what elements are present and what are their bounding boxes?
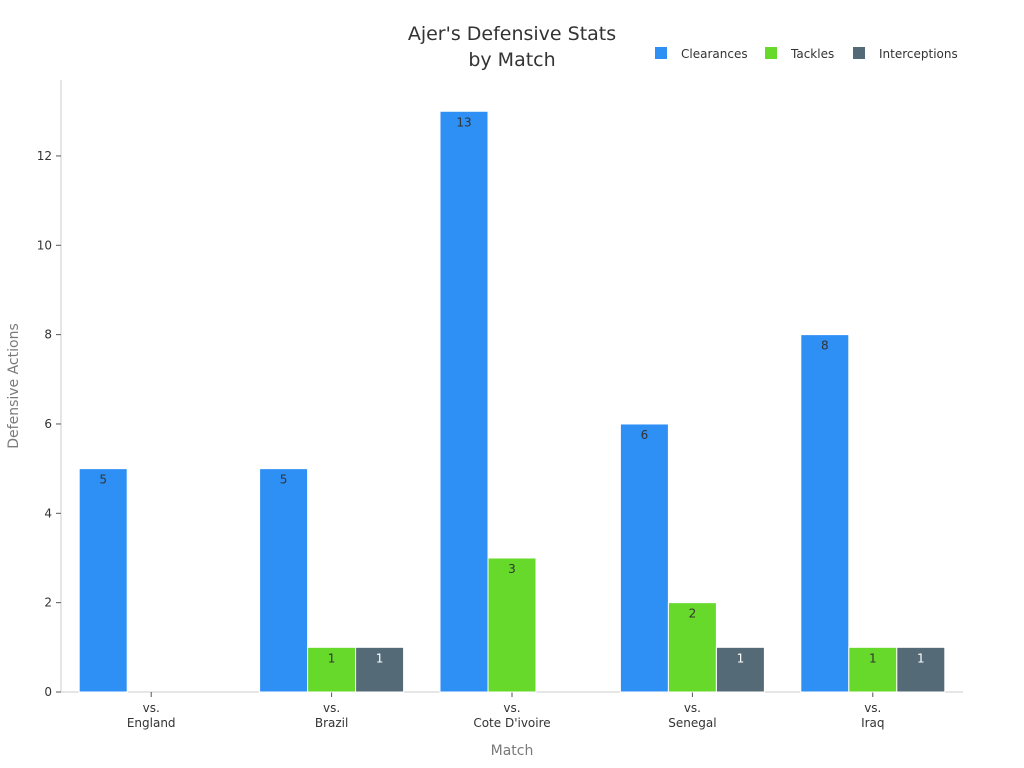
bar-value-label: 6 [641, 428, 649, 442]
bar-tackles [848, 646, 898, 693]
chart-title: Ajer's Defensive Stats by Match [408, 23, 616, 71]
x-tick-label: Brazil [315, 716, 349, 730]
x-axis-title: Match [491, 743, 534, 759]
y-tick-label: 0 [44, 685, 52, 699]
bar-tackles [307, 646, 357, 693]
bar-tackles [667, 602, 717, 693]
y-tick-label: 2 [44, 596, 52, 610]
x-tick-label: vs. [684, 701, 701, 715]
x-tick-label: Cote D'ivoire [473, 716, 550, 730]
x-tick-label: Senegal [668, 716, 716, 730]
bar-clearances [800, 334, 850, 693]
legend-swatch [655, 47, 667, 59]
x-tick-label: Iraq [861, 716, 884, 730]
bar-interceptions [715, 646, 765, 693]
bars [78, 110, 946, 693]
y-tick-label: 4 [44, 506, 52, 520]
bar-value-label: 2 [689, 607, 697, 621]
x-tick-label: England [127, 716, 176, 730]
bar-value-label: 1 [917, 651, 925, 665]
bar-value-label: 5 [99, 473, 107, 487]
bar-clearances [259, 468, 309, 693]
x-tick-label: vs. [143, 701, 160, 715]
legend: Clearances Tackles Interceptions [655, 47, 958, 61]
bar-value-label: 5 [280, 473, 288, 487]
y-tick-label: 10 [37, 238, 52, 252]
bar-tackles [487, 557, 537, 693]
bar-value-label: 1 [376, 651, 384, 665]
y-tick-label: 8 [44, 328, 52, 342]
legend-label: Clearances [681, 47, 748, 61]
bar-clearances [619, 423, 669, 693]
chart-title-line-1: Ajer's Defensive Stats [408, 23, 616, 45]
bar-interceptions [355, 646, 405, 693]
bar-value-label: 3 [508, 562, 516, 576]
bar-value-label: 1 [869, 651, 877, 665]
y-axis-title: Defensive Actions [6, 323, 22, 448]
bar-clearances [439, 110, 489, 693]
legend-swatch [765, 47, 777, 59]
legend-label: Interceptions [879, 47, 958, 61]
y-tick-label: 6 [44, 417, 52, 431]
bar-clearances [78, 468, 128, 693]
y-tick-label: 12 [37, 149, 52, 163]
legend-swatch [853, 47, 865, 59]
bar-value-label: 13 [456, 115, 471, 129]
x-tick-label: vs. [864, 701, 881, 715]
x-tick-label: vs. [503, 701, 520, 715]
chart-title-line-2: by Match [468, 49, 555, 71]
bar-value-label: 1 [737, 651, 745, 665]
legend-label: Tackles [790, 47, 834, 61]
x-tick-label: vs. [323, 701, 340, 715]
bar-interceptions [896, 646, 946, 693]
bar-value-label: 1 [328, 651, 336, 665]
bar-value-label: 8 [821, 339, 829, 353]
